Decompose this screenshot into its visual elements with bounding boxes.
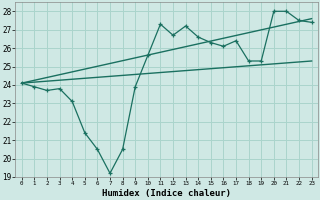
X-axis label: Humidex (Indice chaleur): Humidex (Indice chaleur) (102, 189, 231, 198)
